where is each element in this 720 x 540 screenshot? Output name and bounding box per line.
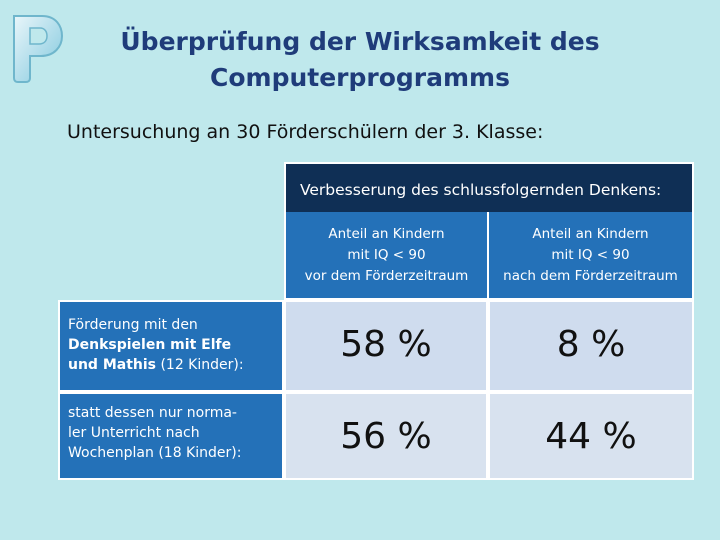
column-header-line: mit IQ < 90: [347, 247, 426, 263]
column-header-line: mit IQ < 90: [551, 247, 630, 263]
value-cell: 58 %: [284, 300, 488, 392]
results-table: Verbesserung des schlussfolgernden Denke…: [58, 162, 694, 480]
row-label-line: ler Unterricht nach: [68, 425, 200, 441]
row-label-line: Förderung mit den: [68, 317, 198, 333]
page-title: Überprüfung der Wirksamkeit des Computer…: [90, 24, 630, 96]
column-header-line: vor dem Förderzeitraum: [304, 268, 469, 284]
row-label-wochenplan: statt dessen nur norma- ler Unterricht n…: [58, 392, 284, 480]
column-header-line: Anteil an Kindern: [532, 226, 649, 242]
row-label-tail: (12 Kinder):: [156, 357, 244, 373]
row-label-elfe-mathis: Förderung mit den Denkspielen mit Elfe u…: [58, 300, 284, 392]
value-cell: 56 %: [284, 392, 488, 480]
column-header-before: Anteil an Kindern mit IQ < 90 vor dem Fö…: [284, 212, 488, 300]
column-header-line: nach dem Förderzeitraum: [503, 268, 678, 284]
column-header-line: Anteil an Kindern: [328, 226, 445, 242]
row-label-line: Wochenplan (18 Kinder):: [68, 445, 242, 461]
row-label-bold: Denkspielen mit Elfe: [68, 337, 232, 353]
title-line-1: Überprüfung der Wirksamkeit des: [120, 27, 600, 56]
logo-icon: [13, 15, 64, 83]
value-cell: 44 %: [488, 392, 694, 480]
value-cell: 8 %: [488, 300, 694, 392]
subtitle: Untersuchung an 30 Förderschülern der 3.…: [67, 121, 544, 143]
column-header-after: Anteil an Kindern mit IQ < 90 nach dem F…: [488, 212, 694, 300]
table-header: Verbesserung des schlussfolgernden Denke…: [284, 162, 694, 212]
row-label-line: statt dessen nur norma-: [68, 405, 237, 421]
title-line-2: Computerprogramms: [210, 63, 510, 92]
row-label-bold: und Mathis: [68, 357, 156, 373]
